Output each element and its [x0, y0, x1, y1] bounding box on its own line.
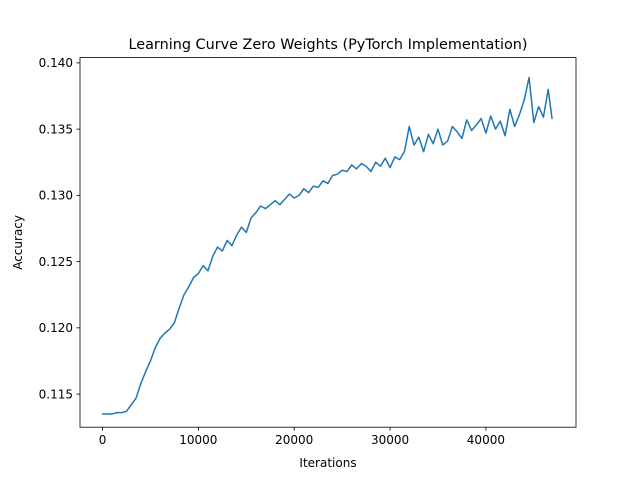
x-tick-label: 20000 — [275, 433, 313, 447]
y-tick-label: 0.140 — [39, 56, 73, 70]
x-axis: 0 10000 20000 30000 40000 — [99, 427, 505, 447]
y-tick-label: 0.125 — [39, 255, 73, 269]
chart-title: Learning Curve Zero Weights (PyTorch Imp… — [128, 37, 527, 53]
x-tick-label: 40000 — [467, 433, 505, 447]
x-tick-label: 30000 — [371, 433, 409, 447]
y-tick-label: 0.120 — [39, 321, 73, 335]
axes-frame — [79, 57, 577, 428]
x-axis-label: Iterations — [299, 456, 356, 470]
y-tick-label: 0.135 — [39, 122, 73, 136]
accuracy-series-line — [101, 76, 553, 415]
x-tick-label: 10000 — [179, 433, 217, 447]
y-axis: 0.115 0.120 0.125 0.130 0.135 0.140 — [39, 56, 80, 401]
y-axis-label: Accuracy — [11, 215, 25, 270]
y-tick-label: 0.115 — [39, 387, 73, 401]
plot-area — [101, 76, 553, 415]
x-tick-label: 0 — [99, 433, 107, 447]
y-tick-label: 0.130 — [39, 189, 73, 203]
